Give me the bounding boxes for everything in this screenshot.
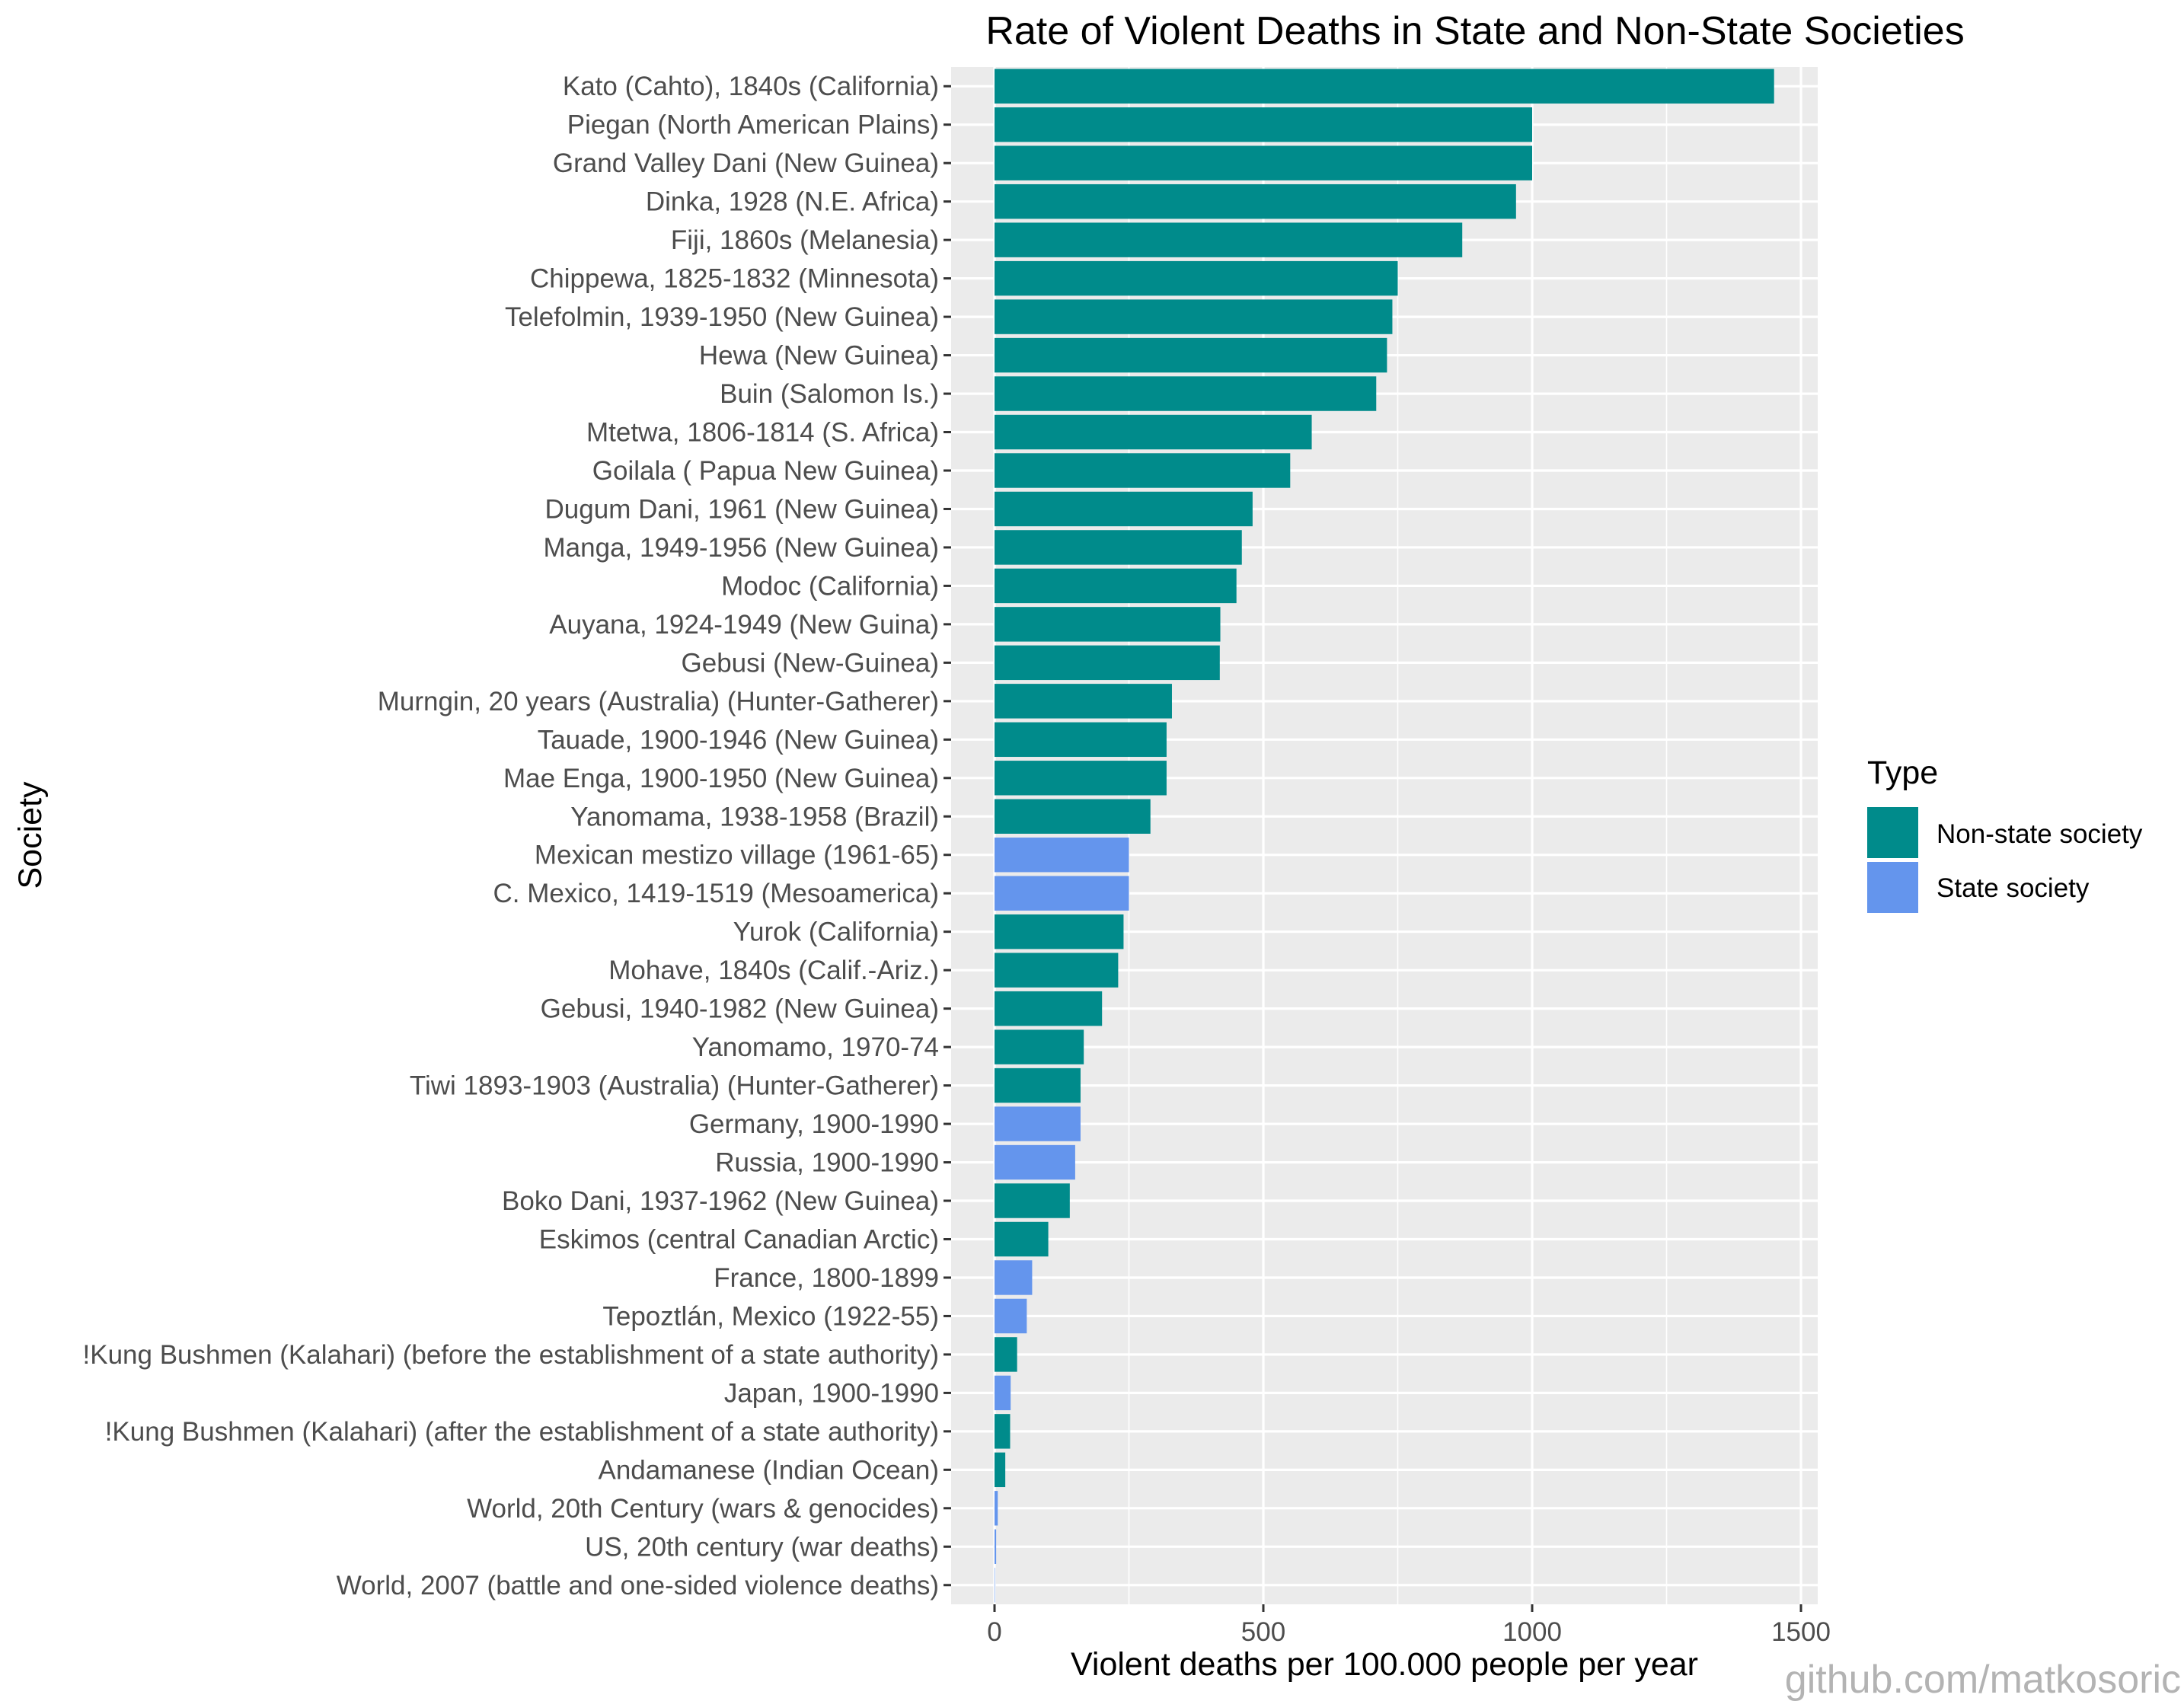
y-tick-label: Tepoztlán, Mexico (1922-55): [602, 1301, 939, 1331]
y-tick-label: Murngin, 20 years (Australia) (Hunter-Ga…: [378, 687, 939, 716]
y-axis: Kato (Cahto), 1840s (California) Piegan (…: [83, 72, 951, 1600]
y-tick-label: !Kung Bushmen (Kalahari) (before the est…: [83, 1340, 940, 1370]
bar: [995, 607, 1221, 642]
y-tick-label: Japan, 1900-1990: [724, 1378, 939, 1408]
y-tick-label: !Kung Bushmen (Kalahari) (after the esta…: [105, 1417, 939, 1447]
bar: [995, 799, 1151, 834]
y-tick-label: Dugum Dani, 1961 (New Guinea): [545, 494, 939, 524]
bar: [995, 568, 1237, 604]
y-tick-label: Modoc (California): [721, 571, 939, 601]
y-tick-label: Auyana, 1924-1949 (New Guina): [549, 610, 939, 640]
y-tick-label: Yurok (California): [733, 918, 939, 947]
y-tick-label: Russia, 1900-1990: [715, 1148, 939, 1178]
bar: [995, 453, 1291, 488]
y-tick-label: Fiji, 1860s (Melanesia): [671, 225, 939, 255]
y-tick-label: Mae Enga, 1900-1950 (New Guinea): [503, 764, 939, 793]
y-tick-label: Buin (Salomon Is.): [720, 379, 939, 409]
y-tick-label: Eskimos (central Canadian Arctic): [539, 1224, 939, 1254]
y-tick-label: Goilala ( Papua New Guinea): [592, 456, 939, 486]
y-tick-label: Mtetwa, 1806-1814 (S. Africa): [586, 418, 939, 448]
bar: [995, 761, 1167, 796]
y-tick-label: World, 20th Century (wars & genocides): [467, 1494, 939, 1524]
bar: [995, 1144, 1075, 1180]
bar: [995, 645, 1220, 681]
y-tick-label: Andamanese (Indian Ocean): [599, 1455, 940, 1485]
bar: [995, 684, 1172, 719]
x-tick-label: 1000: [1502, 1617, 1562, 1647]
y-tick-label: Telefolmin, 1939-1950 (New Guinea): [505, 302, 939, 332]
bar: [995, 1529, 997, 1565]
bar: [995, 337, 1387, 373]
bar: [995, 1452, 1006, 1488]
bar: [995, 953, 1119, 988]
bar: [995, 838, 1129, 873]
bar: [995, 260, 1398, 296]
bar: [995, 1029, 1084, 1064]
y-tick-label: Hewa (New Guinea): [699, 341, 939, 371]
bar: [995, 1491, 998, 1526]
legend-label-non-state: Non-state society: [1937, 819, 2143, 849]
bar: [995, 107, 1532, 142]
bar: [995, 145, 1532, 180]
bar: [995, 1106, 1081, 1141]
watermark: github.com/matkosoric: [1785, 1658, 2181, 1701]
y-tick-label: Yanomama, 1938-1958 (Brazil): [570, 802, 939, 831]
bar: [995, 414, 1312, 450]
bar: [995, 530, 1242, 565]
bar: [995, 299, 1393, 334]
bar: [995, 1068, 1081, 1103]
y-tick-label: Yanomamo, 1970-74: [692, 1032, 939, 1062]
bar: [995, 876, 1129, 911]
legend-title: Type: [1867, 755, 1938, 791]
y-axis-title: Society: [12, 781, 49, 889]
bar: [995, 1414, 1011, 1449]
bar: [995, 222, 1463, 257]
x-tick-label: 0: [987, 1617, 1001, 1647]
y-tick-label: Gebusi (New-Guinea): [682, 648, 939, 678]
bars: [995, 69, 1774, 1603]
y-tick-label: Dinka, 1928 (N.E. Africa): [646, 187, 939, 217]
y-tick-label: C. Mexico, 1419-1519 (Mesoamerica): [493, 879, 939, 908]
y-tick-label: US, 20th century (war deaths): [585, 1532, 939, 1562]
y-tick-label: Grand Valley Dani (New Guinea): [553, 148, 939, 178]
x-axis-title: Violent deaths per 100.000 people per ye…: [1071, 1646, 1698, 1683]
bar: [995, 1221, 1049, 1257]
y-tick-label: Tauade, 1900-1946 (New Guinea): [538, 725, 939, 755]
legend-label-state: State society: [1937, 873, 2090, 903]
y-tick-label: France, 1800-1899: [714, 1263, 939, 1293]
y-tick-label: Manga, 1949-1956 (New Guinea): [544, 533, 939, 563]
bar: [995, 1298, 1027, 1334]
bar: [995, 1337, 1017, 1372]
bar: [995, 1260, 1033, 1295]
legend-key-state: [1867, 862, 1918, 913]
bar: [995, 722, 1167, 758]
bar: [995, 991, 1103, 1026]
legend: Type Non-state society State society: [1867, 755, 2143, 913]
y-tick-label: Kato (Cahto), 1840s (California): [563, 72, 939, 101]
x-axis: 0 500 1000 1500: [987, 1604, 1831, 1647]
bar: [995, 376, 1377, 411]
y-tick-label: Germany, 1900-1990: [689, 1109, 939, 1139]
y-tick-label: Mexican mestizo village (1961-65): [535, 841, 939, 870]
plot-panel: [951, 67, 1818, 1604]
y-tick-label: Chippewa, 1825-1832 (Minnesota): [530, 264, 939, 294]
y-tick-label: World, 2007 (battle and one-sided violen…: [337, 1571, 939, 1600]
y-tick-label: Mohave, 1840s (Calif.-Ariz.): [608, 956, 939, 985]
chart-title: Rate of Violent Deaths in State and Non-…: [985, 9, 1964, 53]
x-tick-label: 500: [1241, 1617, 1285, 1647]
y-tick-label: Gebusi, 1940-1982 (New Guinea): [541, 994, 939, 1024]
legend-key-non-state: [1867, 807, 1918, 858]
y-tick-label: Boko Dani, 1937-1962 (New Guinea): [502, 1186, 939, 1216]
bar: [995, 491, 1253, 527]
bar: [995, 914, 1124, 949]
bar: [995, 184, 1516, 219]
bar: [995, 69, 1774, 104]
x-tick-label: 1500: [1771, 1617, 1831, 1647]
y-tick-label: Piegan (North American Plains): [567, 110, 939, 140]
bar: [995, 1183, 1070, 1218]
y-tick-label: Tiwi 1893-1903 (Australia) (Hunter-Gathe…: [410, 1071, 939, 1101]
bar: [995, 1375, 1011, 1411]
